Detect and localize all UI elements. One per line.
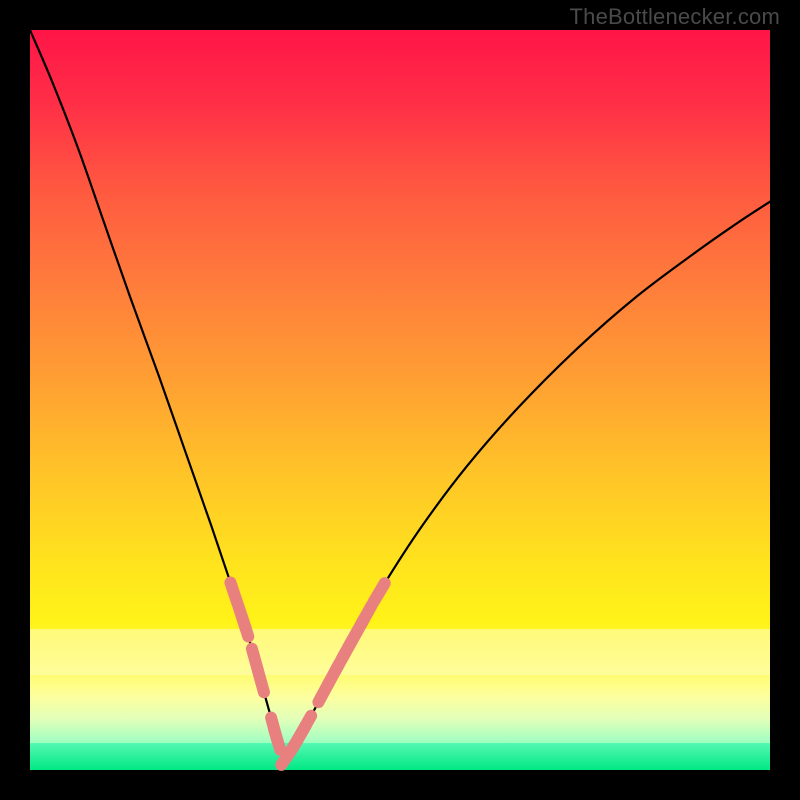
marker-pill: [274, 729, 280, 750]
marker-pill: [242, 616, 249, 637]
marker-pill: [318, 683, 328, 702]
curve-layer: [0, 0, 800, 800]
marker-pill: [230, 583, 237, 604]
chart-stage: TheBottlenecker.com: [0, 0, 800, 800]
markers-left-branch: [230, 583, 280, 750]
watermark-text: TheBottlenecker.com: [570, 4, 780, 30]
marker-pill: [258, 671, 264, 692]
marker-pill: [374, 583, 385, 602]
markers-right-branch: [281, 583, 385, 765]
curve-right-branch: [285, 202, 770, 759]
